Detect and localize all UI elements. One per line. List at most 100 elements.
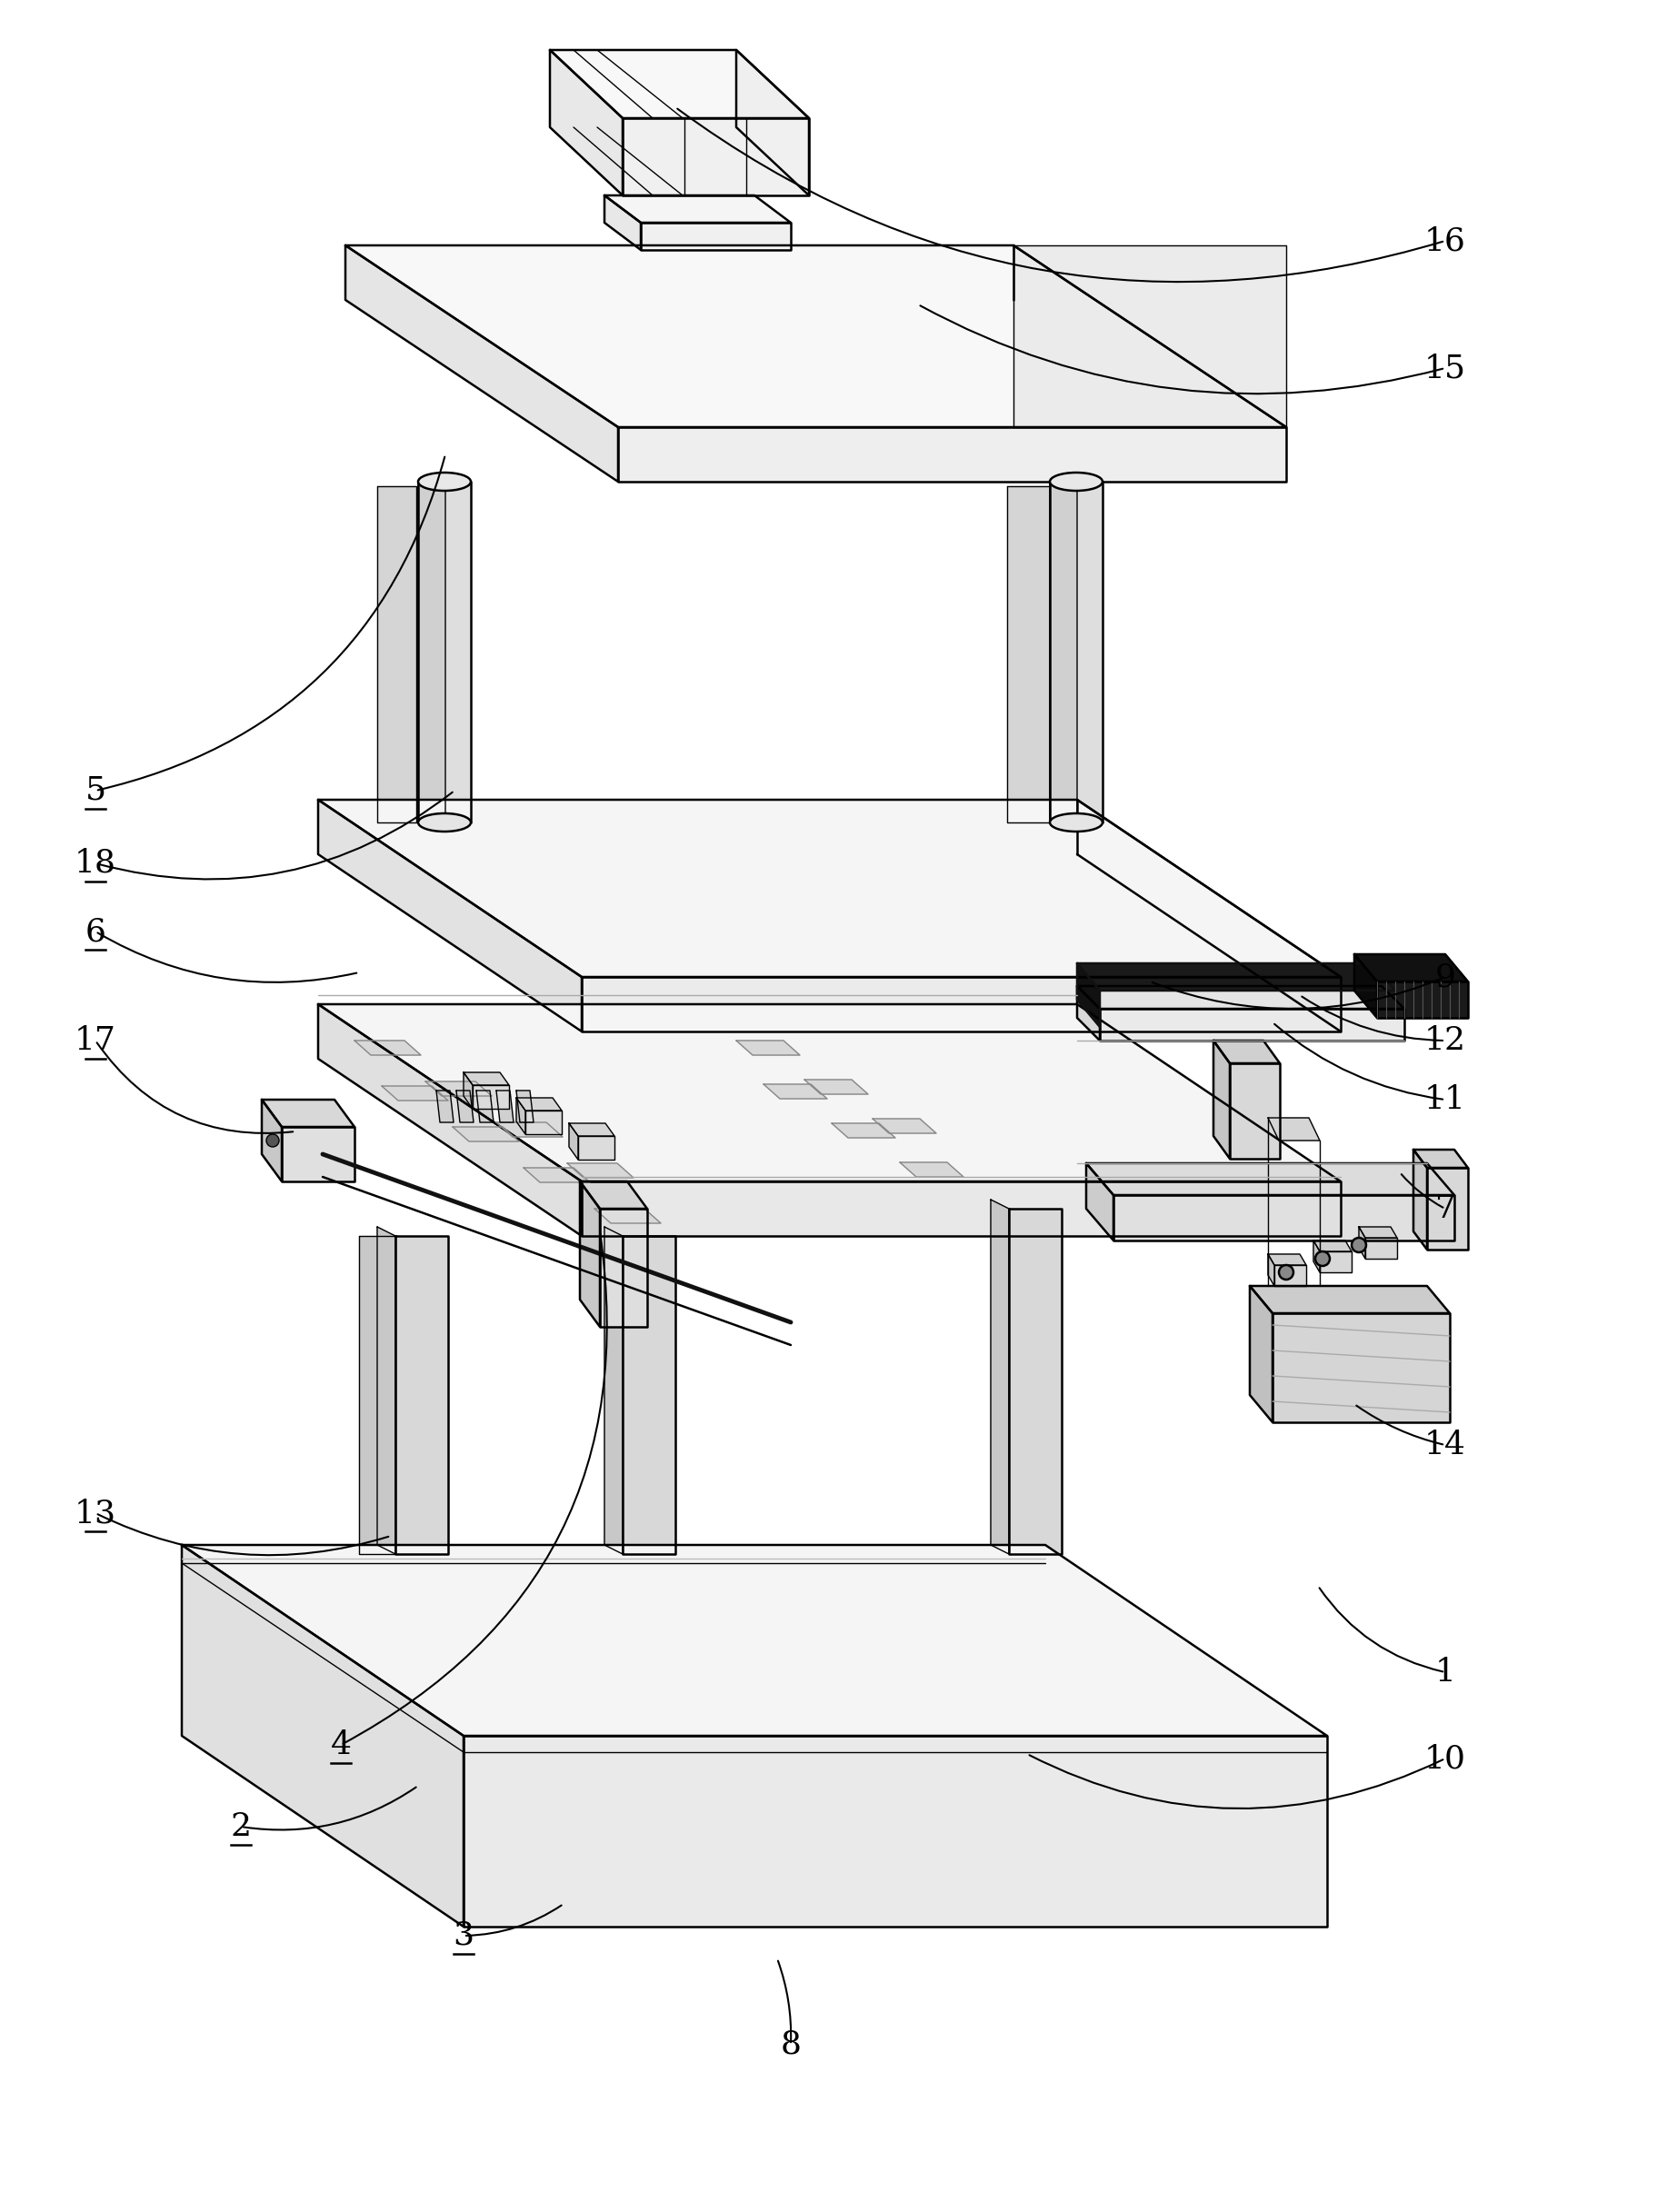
Polygon shape <box>990 1199 1009 1555</box>
Ellipse shape <box>418 814 470 832</box>
Polygon shape <box>623 117 808 195</box>
Polygon shape <box>318 1004 582 1237</box>
Polygon shape <box>182 1544 463 1927</box>
Polygon shape <box>517 1097 525 1135</box>
Circle shape <box>1352 1239 1367 1252</box>
Polygon shape <box>580 1181 600 1327</box>
Ellipse shape <box>418 473 470 491</box>
Polygon shape <box>568 1124 578 1159</box>
Polygon shape <box>345 246 1287 427</box>
Polygon shape <box>1050 482 1102 823</box>
Polygon shape <box>318 801 1340 978</box>
Polygon shape <box>425 1082 492 1095</box>
Polygon shape <box>832 1124 895 1137</box>
Polygon shape <box>418 482 470 823</box>
Circle shape <box>1315 1252 1330 1265</box>
Text: 3: 3 <box>453 1920 473 1951</box>
Polygon shape <box>453 1126 518 1141</box>
Polygon shape <box>1414 1150 1469 1168</box>
Polygon shape <box>358 1237 395 1555</box>
Polygon shape <box>517 1091 533 1121</box>
Polygon shape <box>437 1091 453 1121</box>
Polygon shape <box>1250 1285 1450 1314</box>
Text: 16: 16 <box>1424 226 1465 257</box>
Polygon shape <box>262 1099 355 1126</box>
Polygon shape <box>1269 1254 1307 1265</box>
Polygon shape <box>1050 473 1077 823</box>
Polygon shape <box>1314 1241 1320 1272</box>
Text: 5: 5 <box>85 774 107 805</box>
Polygon shape <box>1087 1164 1114 1241</box>
Polygon shape <box>900 1161 964 1177</box>
Polygon shape <box>582 1181 1340 1237</box>
Polygon shape <box>1009 1208 1062 1555</box>
Polygon shape <box>457 1091 473 1121</box>
Polygon shape <box>640 223 790 250</box>
Polygon shape <box>737 1040 800 1055</box>
Ellipse shape <box>1050 473 1102 491</box>
Polygon shape <box>1077 987 1100 1040</box>
Polygon shape <box>1087 1164 1454 1194</box>
Polygon shape <box>582 978 1340 1031</box>
Polygon shape <box>1377 982 1469 1018</box>
Polygon shape <box>382 1086 448 1102</box>
Circle shape <box>1279 1265 1294 1279</box>
Text: 14: 14 <box>1424 1429 1465 1460</box>
Polygon shape <box>497 1121 563 1137</box>
Polygon shape <box>550 51 623 195</box>
Polygon shape <box>1359 1228 1365 1259</box>
Text: 10: 10 <box>1424 1743 1465 1774</box>
Polygon shape <box>1269 1117 1320 1141</box>
Polygon shape <box>525 1110 562 1135</box>
Text: 17: 17 <box>75 1024 117 1055</box>
Polygon shape <box>872 1119 937 1133</box>
Polygon shape <box>1007 487 1050 823</box>
Polygon shape <box>418 473 445 823</box>
Polygon shape <box>282 1126 355 1181</box>
Polygon shape <box>1230 1064 1280 1159</box>
Polygon shape <box>605 195 640 250</box>
Polygon shape <box>1214 1040 1230 1159</box>
Polygon shape <box>1100 1009 1404 1040</box>
Polygon shape <box>262 1099 282 1181</box>
Circle shape <box>267 1135 278 1146</box>
Polygon shape <box>477 1091 493 1121</box>
Polygon shape <box>737 51 808 195</box>
Polygon shape <box>345 246 618 482</box>
Polygon shape <box>523 1168 590 1183</box>
Polygon shape <box>463 1073 508 1086</box>
Text: 9: 9 <box>1435 962 1455 993</box>
Polygon shape <box>355 1040 420 1055</box>
Polygon shape <box>1274 1265 1307 1285</box>
Polygon shape <box>318 801 582 1031</box>
Polygon shape <box>1014 246 1287 427</box>
Polygon shape <box>578 1137 615 1159</box>
Polygon shape <box>1077 962 1100 1026</box>
Polygon shape <box>1077 987 1404 1009</box>
Polygon shape <box>600 1208 647 1327</box>
Polygon shape <box>517 1097 562 1110</box>
Polygon shape <box>463 1073 473 1108</box>
Text: 6: 6 <box>85 916 105 947</box>
Polygon shape <box>1250 1285 1272 1422</box>
Text: 4: 4 <box>330 1730 352 1761</box>
Polygon shape <box>377 487 417 823</box>
Polygon shape <box>1077 962 1395 991</box>
Polygon shape <box>567 1164 633 1177</box>
Text: 7: 7 <box>1435 1192 1455 1223</box>
Polygon shape <box>1427 1168 1469 1250</box>
Polygon shape <box>805 1079 869 1095</box>
Text: 12: 12 <box>1424 1024 1465 1055</box>
Polygon shape <box>763 1084 827 1099</box>
Text: 2: 2 <box>230 1812 252 1843</box>
Polygon shape <box>623 1237 675 1555</box>
Polygon shape <box>182 1544 1327 1736</box>
Polygon shape <box>1354 953 1377 1018</box>
Polygon shape <box>1354 953 1469 982</box>
Polygon shape <box>1314 1241 1352 1252</box>
Polygon shape <box>463 1736 1327 1927</box>
Polygon shape <box>1365 1239 1397 1259</box>
Polygon shape <box>1114 1194 1454 1241</box>
Polygon shape <box>497 1091 513 1121</box>
Polygon shape <box>1272 1314 1450 1422</box>
